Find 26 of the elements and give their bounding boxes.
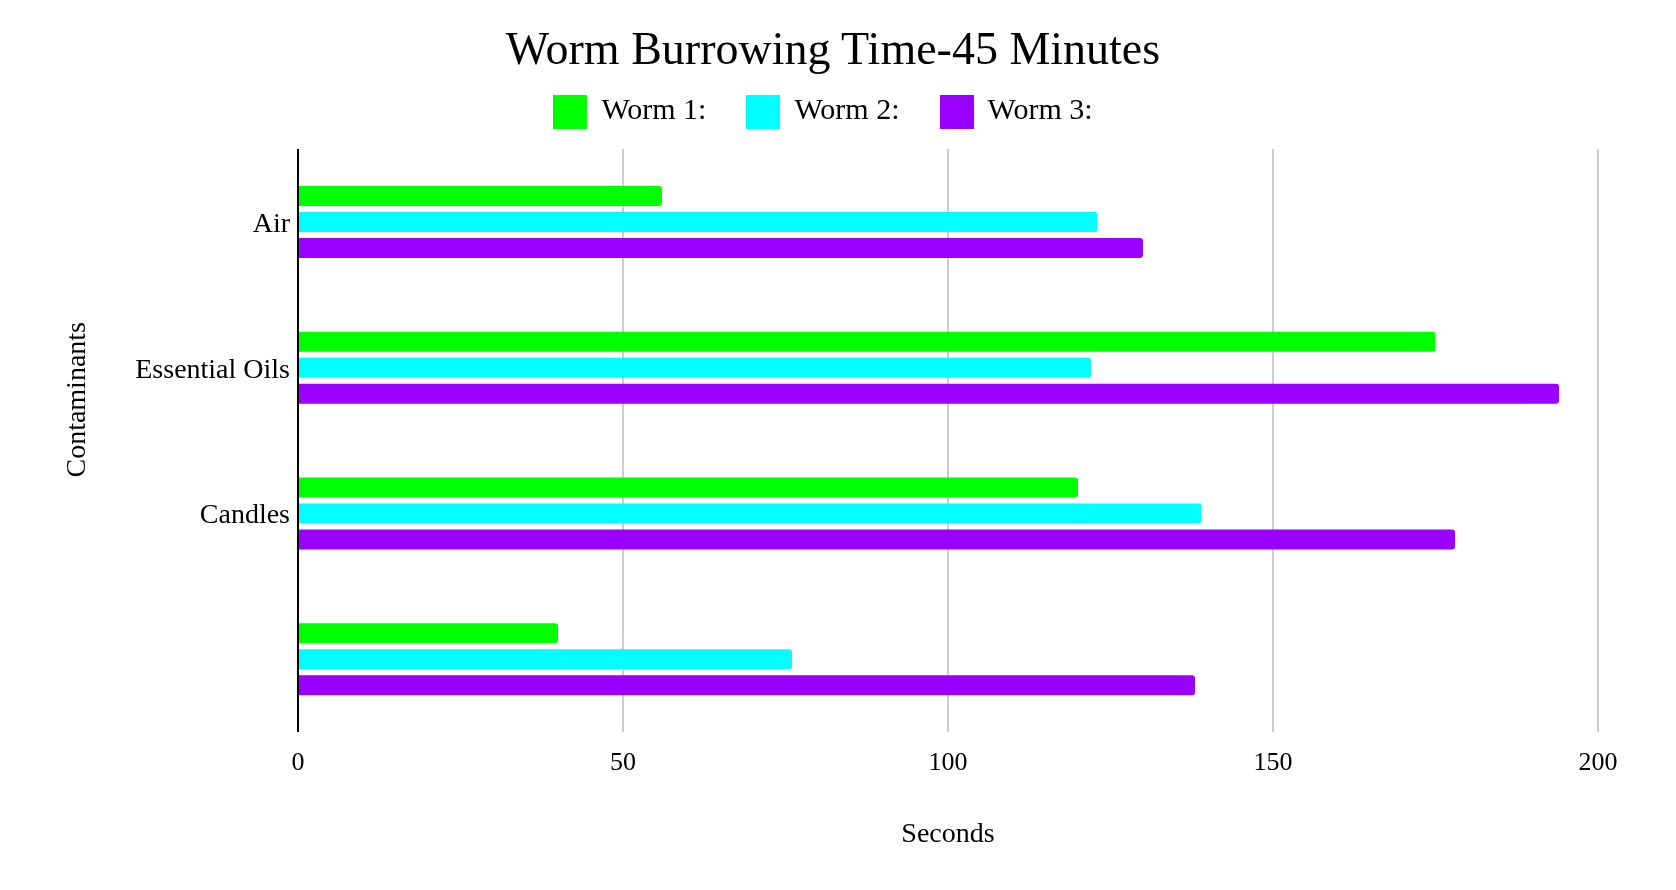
legend-label: Worm 3:	[987, 92, 1093, 125]
x-tick-label: 100	[928, 747, 968, 777]
bar	[298, 675, 1195, 696]
bar	[298, 238, 1143, 259]
bar	[298, 649, 792, 670]
bar	[298, 477, 1078, 498]
x-tick-label: 200	[1578, 747, 1618, 777]
x-tick-label: 50	[610, 747, 636, 777]
x-tick-label: 150	[1253, 747, 1293, 777]
y-tick-label: Candles	[199, 498, 290, 530]
bar	[298, 357, 1091, 378]
bar	[298, 186, 662, 207]
chart-title: Worm Burrowing Time-45 Minutes	[504, 22, 1162, 76]
bar	[298, 383, 1559, 404]
bar	[298, 212, 1098, 233]
bar	[298, 503, 1202, 524]
bar	[298, 331, 1436, 352]
y-tick-label: Air	[252, 206, 291, 238]
legend-label: Worm 1:	[601, 92, 707, 125]
x-axis-title: Seconds	[901, 817, 995, 848]
bar	[298, 623, 558, 644]
legend-label: Worm 2:	[794, 92, 900, 125]
bar	[298, 529, 1455, 550]
x-tick-label: 0	[291, 747, 305, 777]
y-tick-label: Essential Oils	[135, 352, 290, 384]
y-axis-title: Contaminants	[60, 322, 92, 478]
